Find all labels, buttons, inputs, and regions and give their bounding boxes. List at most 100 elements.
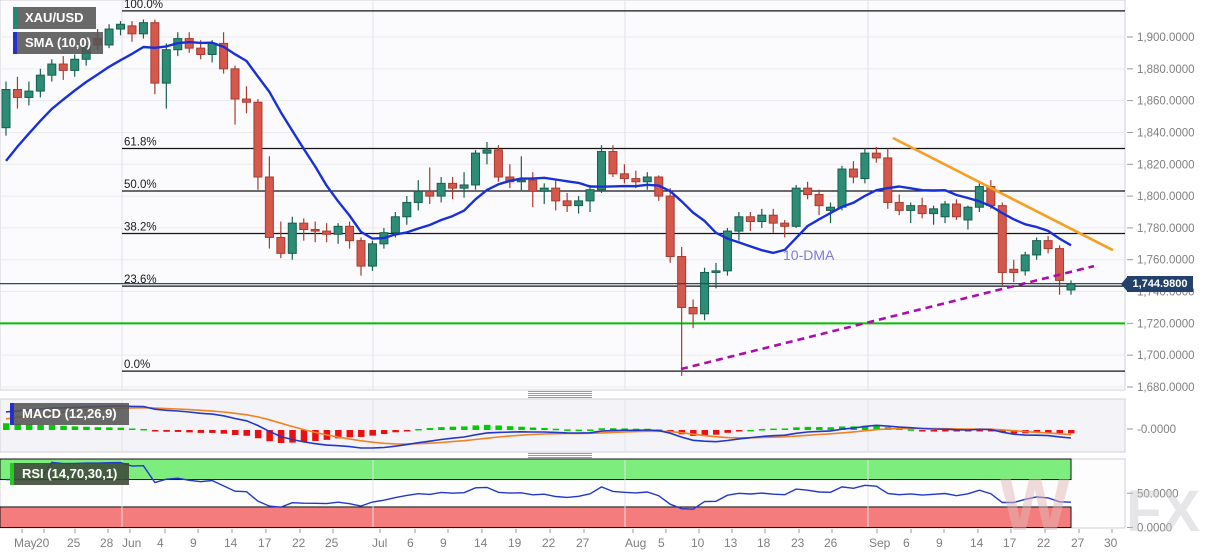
- candle-body: [894, 201, 904, 211]
- macd-histogram-bar: [873, 425, 880, 430]
- macd-histogram-bar: [575, 429, 583, 432]
- candle-body: [471, 152, 481, 186]
- x-axis-label: 13: [724, 536, 738, 550]
- candle-body: [803, 187, 813, 196]
- x-axis-label: 17: [258, 536, 272, 550]
- macd-histogram-bar: [552, 428, 560, 431]
- macd-histogram-bar: [793, 427, 800, 430]
- macd-histogram-bar: [392, 430, 399, 433]
- macd-histogram-bar: [953, 430, 960, 432]
- price-axis-label: 1,820.0000: [1137, 159, 1195, 171]
- macd-histogram-bar: [999, 430, 1006, 433]
- macd-histogram-bar: [461, 426, 468, 430]
- macd-signal-line: [5, 406, 1072, 445]
- macd-panel-resize-grip[interactable]: [528, 391, 592, 398]
- x-axis-label: Aug: [625, 536, 646, 550]
- x-axis-label: 4: [157, 536, 164, 550]
- x-axis-label: 14: [970, 536, 984, 550]
- price-axis-label: 1,880.0000: [1137, 64, 1195, 76]
- macd-histogram-bar: [232, 430, 239, 435]
- rsi-line: [6, 461, 1072, 510]
- candle-body: [688, 306, 698, 315]
- price-axis-label: 1,840.0000: [1137, 127, 1195, 139]
- fib-label: 50.0%: [124, 179, 157, 191]
- macd-axis-label: -0.0000: [1137, 424, 1176, 436]
- price-axis-label: 1,900.0000: [1137, 32, 1195, 44]
- fib-label: 61.8%: [124, 137, 157, 149]
- candle-body: [722, 230, 732, 272]
- candle-body: [150, 22, 160, 84]
- macd-histogram-bar: [781, 428, 789, 430]
- macd-histogram-bar: [37, 424, 44, 430]
- candle-body: [230, 68, 240, 100]
- macd-histogram-bar: [346, 430, 354, 438]
- fib-label: 38.2%: [124, 221, 157, 233]
- price-axis-label: 1,800.0000: [1137, 191, 1195, 203]
- price-axis-label: 1,680.0000: [1137, 382, 1195, 394]
- orange-trendline[interactable]: [892, 136, 1114, 252]
- candle-body: [322, 230, 332, 235]
- macd-histogram-bar: [266, 430, 273, 442]
- symbol-label-box[interactable]: XAU/USD: [13, 7, 96, 29]
- candle-body: [734, 216, 744, 232]
- candle-body: [276, 236, 286, 254]
- candle-body: [642, 176, 652, 183]
- x-axis-label: 25: [325, 536, 339, 550]
- candle-body: [711, 270, 721, 273]
- candle-body: [459, 184, 469, 189]
- candle-body: [299, 222, 309, 231]
- candle-body: [539, 187, 549, 192]
- macd-histogram-bar: [174, 430, 182, 432]
- x-axis-label: Sep: [869, 536, 891, 550]
- macd-histogram-bar: [667, 430, 674, 432]
- rsi-indicator-label-box[interactable]: RSI (14,70,30,1): [10, 463, 130, 485]
- candle-body: [997, 205, 1007, 273]
- macd-indicator-label-box[interactable]: MACD (12,26,9): [10, 403, 129, 425]
- x-axis-label: 20: [36, 536, 50, 550]
- macd-panel[interactable]: [0, 398, 1126, 453]
- candle-body: [814, 194, 824, 207]
- macd-histogram-bar: [243, 430, 250, 436]
- candle-body: [585, 189, 595, 202]
- candle-body: [482, 149, 492, 154]
- x-axis-label: 28: [100, 536, 114, 550]
- candle-body: [356, 240, 366, 267]
- macd-histogram-bar: [1068, 430, 1075, 434]
- rsi-overbought-band: [0, 458, 1072, 481]
- rsi-accent-bar: [10, 463, 14, 485]
- macd-histogram-bar: [495, 425, 502, 430]
- candle-body: [848, 168, 858, 178]
- candle-body: [1032, 240, 1042, 256]
- candle-body: [58, 63, 68, 71]
- candle-body: [619, 173, 629, 180]
- candle-body: [1009, 268, 1019, 273]
- candle-body: [677, 256, 687, 308]
- candle-body: [826, 206, 836, 211]
- macd-histogram-bar: [690, 430, 697, 436]
- macd-histogram-bar: [163, 430, 170, 432]
- macd-histogram-bar: [587, 429, 594, 431]
- macd-histogram-bar: [186, 430, 193, 433]
- candle-body: [883, 157, 893, 203]
- main-chart-panel[interactable]: [0, 0, 1126, 391]
- sma-indicator-label-box[interactable]: SMA (10,0): [13, 32, 103, 54]
- macd-histogram-bar: [415, 428, 422, 431]
- x-axis-label: 22: [1037, 536, 1051, 550]
- macd-histogram-bar: [632, 428, 640, 431]
- candle-body: [631, 178, 641, 183]
- candle-body: [413, 190, 423, 203]
- candle-body: [1066, 283, 1076, 291]
- candle-body: [333, 225, 343, 235]
- candle-body: [665, 195, 675, 258]
- macd-histogram-bar: [14, 423, 21, 430]
- x-axis-label: 5: [658, 536, 665, 550]
- macd-histogram-bar: [804, 426, 812, 430]
- candle-body: [745, 216, 755, 223]
- candle-body: [780, 222, 790, 227]
- price-axis-label: 1,760.0000: [1137, 255, 1195, 267]
- rsi-panel-resize-grip[interactable]: [528, 453, 592, 459]
- macd-histogram-bar: [1010, 430, 1018, 434]
- macd-histogram-bar: [770, 428, 777, 431]
